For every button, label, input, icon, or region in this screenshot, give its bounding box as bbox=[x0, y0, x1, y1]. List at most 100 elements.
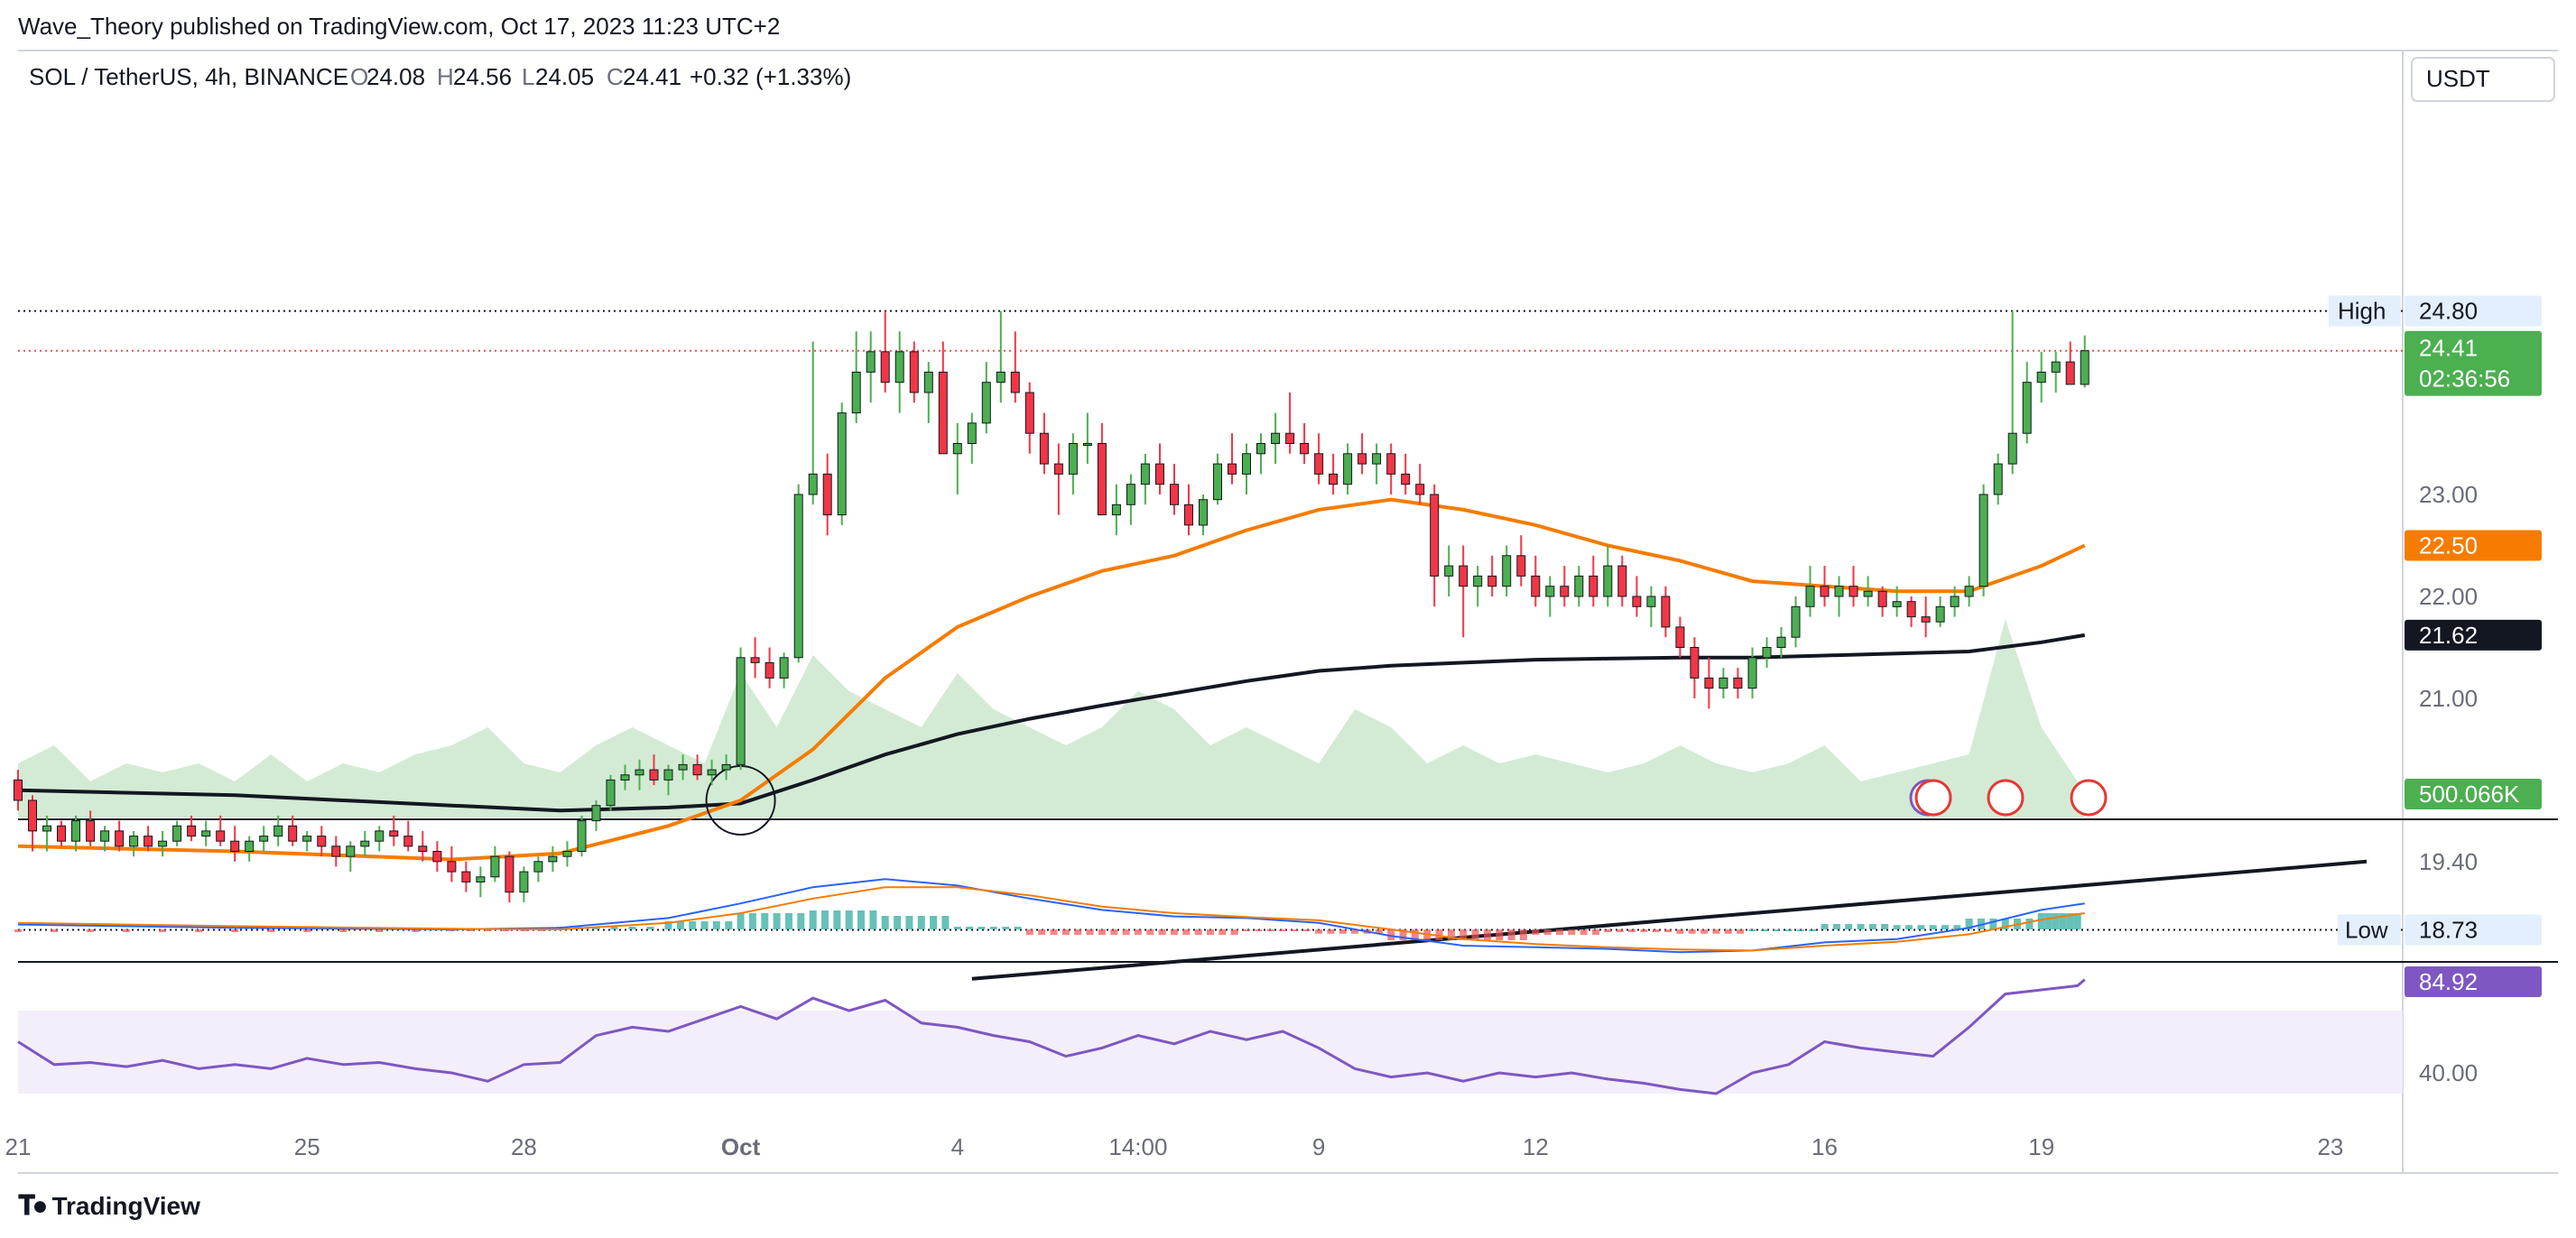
candle-body bbox=[1082, 443, 1092, 446]
macd-histogram-bar bbox=[2066, 913, 2074, 929]
candle-body bbox=[606, 779, 616, 807]
candle-body bbox=[1747, 657, 1757, 689]
macd-histogram-bar bbox=[1568, 929, 1576, 935]
macd-histogram-bar bbox=[1207, 929, 1214, 935]
candle-body bbox=[2051, 361, 2061, 373]
macd-histogram-bar bbox=[1760, 929, 1768, 931]
time-tick-label: 21 bbox=[5, 1133, 32, 1160]
candle-body bbox=[1010, 371, 1020, 393]
macd-histogram-bar bbox=[894, 916, 902, 929]
high-label-text: High bbox=[2338, 298, 2386, 325]
time-tick-label: 16 bbox=[1812, 1133, 1838, 1160]
rsi-value-text: 84.92 bbox=[2419, 968, 2478, 995]
candle-body bbox=[967, 422, 977, 444]
macd-histogram-bar bbox=[610, 927, 618, 929]
price-tick-label: 19.40 bbox=[2419, 848, 2478, 875]
candle-body bbox=[1964, 586, 1974, 597]
macd-histogram-bar bbox=[1014, 927, 1022, 929]
candle-body bbox=[1632, 596, 1642, 607]
candle-body bbox=[28, 799, 37, 832]
candle-body bbox=[952, 443, 962, 455]
candle-body bbox=[1487, 575, 1497, 587]
macd-histogram-bar bbox=[159, 929, 167, 932]
candle-body bbox=[447, 861, 457, 873]
candle-body bbox=[1068, 443, 1078, 475]
macd-histogram-bar bbox=[1543, 929, 1552, 935]
candle-body bbox=[678, 763, 688, 771]
high-value-text: 24.80 bbox=[2419, 298, 2478, 325]
currency-button[interactable] bbox=[2411, 57, 2555, 102]
price-tick-label: 23.00 bbox=[2419, 481, 2478, 508]
open-value: 24.08 bbox=[366, 63, 425, 90]
macd-histogram-bar bbox=[1941, 925, 1949, 929]
tradingview-logo[interactable]: 𝐓● TradingView bbox=[18, 1191, 200, 1222]
candle-body bbox=[71, 820, 80, 842]
macd-histogram-bar bbox=[978, 927, 986, 929]
candle-body bbox=[1097, 443, 1107, 516]
macd-histogram-bar bbox=[869, 910, 877, 929]
macd-histogram-bar bbox=[1893, 925, 1901, 929]
macd-histogram-bar bbox=[1904, 925, 1913, 929]
macd-histogram-bar bbox=[1387, 929, 1395, 940]
candle-body bbox=[100, 830, 110, 842]
event-flag-icon[interactable] bbox=[2070, 779, 2108, 817]
macd-histogram-bar bbox=[1748, 929, 1756, 931]
ema200-value-text: 21.62 bbox=[2419, 622, 2478, 649]
ema200-value-box bbox=[2405, 619, 2542, 651]
candle-body bbox=[1256, 443, 1265, 455]
event-flags[interactable] bbox=[1909, 779, 2108, 817]
macd-histogram-bar bbox=[448, 929, 456, 931]
candle-body bbox=[1516, 555, 1526, 577]
candle-body bbox=[649, 769, 659, 781]
macd-histogram-bar bbox=[1025, 929, 1033, 935]
candle-body bbox=[1950, 596, 1960, 607]
macd-histogram-bar bbox=[1315, 929, 1323, 934]
macd-histogram-bar bbox=[123, 929, 131, 932]
macd-histogram-bar bbox=[917, 916, 925, 929]
candle-body bbox=[1646, 596, 1656, 607]
macd-histogram-bar bbox=[1194, 929, 1202, 935]
candle-body bbox=[1357, 453, 1367, 465]
time-tick-label: Oct bbox=[721, 1133, 761, 1160]
candle-body bbox=[1617, 565, 1627, 597]
event-flag-icon[interactable] bbox=[1987, 779, 2025, 817]
symbol-title[interactable]: SOL / TetherUS, 4h, BINANCE bbox=[29, 63, 348, 90]
macd-histogram-bar bbox=[725, 921, 733, 929]
macd-histogram-bar bbox=[1002, 927, 1010, 929]
event-flag-icon[interactable] bbox=[1914, 779, 1952, 817]
candle-body bbox=[1921, 616, 1931, 623]
candle-body bbox=[86, 820, 96, 842]
time-tick-label: 14:00 bbox=[1108, 1133, 1167, 1160]
candle-body bbox=[1574, 575, 1584, 597]
macd-histogram-bar bbox=[748, 913, 756, 929]
change-value: +0.32 (+1.33%) bbox=[690, 63, 851, 90]
candle-body bbox=[1877, 590, 1887, 607]
candle-body bbox=[1805, 586, 1815, 607]
macd-histogram-bar bbox=[881, 916, 889, 929]
candle-body bbox=[1820, 586, 1830, 597]
macd-histogram-bar bbox=[761, 913, 769, 929]
candle-body bbox=[42, 825, 51, 832]
price-markers: High 24.80 Low 18.73 24.41 02:36:56 22.50 21.62… bbox=[2329, 295, 2542, 997]
candle-body bbox=[764, 661, 774, 679]
rsi-value-box bbox=[2405, 966, 2542, 997]
candle-body bbox=[1776, 636, 1786, 649]
macd-histogram-bar bbox=[538, 929, 546, 931]
candle-body bbox=[389, 830, 399, 837]
candle-body bbox=[692, 763, 702, 776]
volume-value-text: 500.066K bbox=[2419, 781, 2520, 808]
tradingview-logo-icon: 𝐓● bbox=[18, 1191, 49, 1221]
macd-histogram-bar bbox=[1122, 929, 1130, 935]
candle-body bbox=[620, 774, 630, 781]
candle-body bbox=[129, 836, 139, 847]
candle-body bbox=[1892, 601, 1902, 607]
candle-body bbox=[663, 769, 673, 781]
candle-body bbox=[779, 657, 789, 679]
candle-body bbox=[707, 769, 717, 776]
macd-histogram-bar bbox=[1327, 929, 1335, 934]
macd-histogram-bar bbox=[1435, 929, 1443, 940]
macd-histogram-bar bbox=[646, 927, 654, 929]
macd-histogram-bar bbox=[785, 913, 792, 929]
candle-body bbox=[1704, 677, 1714, 689]
